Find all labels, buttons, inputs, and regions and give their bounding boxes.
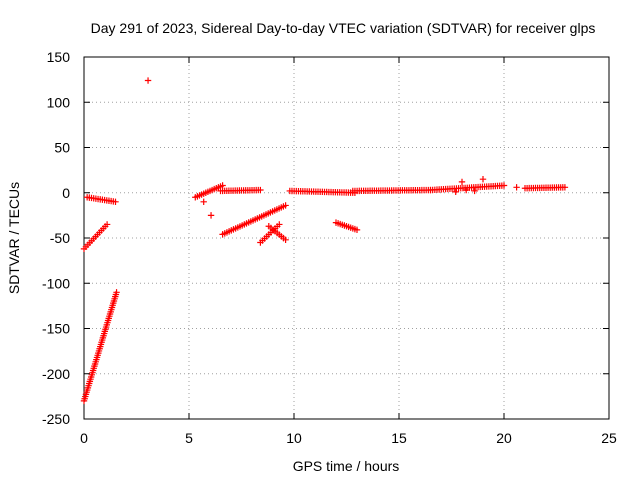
y-tick-label: -150 xyxy=(42,321,70,337)
y-tick-label: 0 xyxy=(62,185,70,201)
x-tick-label: 5 xyxy=(185,430,193,446)
y-tick-label: 150 xyxy=(47,49,71,65)
data-markers xyxy=(80,77,569,405)
y-axis-label: SDTVAR / TECUs xyxy=(6,182,22,294)
x-axis-label: GPS time / hours xyxy=(293,458,400,474)
axis-ticks xyxy=(83,56,610,420)
y-tick-label: 50 xyxy=(54,140,70,156)
x-tick-label: 20 xyxy=(496,430,512,446)
data-point xyxy=(219,182,226,189)
y-tick-label: -50 xyxy=(50,230,70,246)
data-point xyxy=(113,289,120,296)
y-tick-label: 100 xyxy=(47,94,71,110)
data-point xyxy=(471,187,478,195)
x-tick-label: 25 xyxy=(601,430,617,446)
data-point xyxy=(207,212,215,219)
y-tick-label: -200 xyxy=(42,366,70,382)
y-tick-label: -100 xyxy=(42,275,70,291)
data-point xyxy=(561,184,569,191)
data-point xyxy=(276,221,283,228)
data-point xyxy=(103,221,111,228)
y-tick-labels: -250 -200 -150 -100 -50 0 50 100 150 xyxy=(42,49,70,427)
data-point xyxy=(458,178,466,186)
plot-frame xyxy=(83,56,610,420)
data-point xyxy=(479,175,487,183)
data-point xyxy=(353,226,361,234)
chart-title: Day 291 of 2023, Sidereal Day-to-day VTE… xyxy=(91,20,596,36)
data-point xyxy=(282,236,289,244)
data-point xyxy=(112,198,119,205)
data-point xyxy=(144,77,152,84)
data-point xyxy=(513,184,520,191)
data-point xyxy=(257,186,264,194)
data-point xyxy=(200,198,207,205)
x-tick-label: 0 xyxy=(80,430,88,446)
y-tick-label: -250 xyxy=(42,411,70,427)
x-tick-label: 10 xyxy=(286,430,302,446)
data-point xyxy=(500,182,508,189)
x-tick-label: 15 xyxy=(391,430,407,446)
data-point xyxy=(463,186,470,194)
grid xyxy=(84,57,609,419)
data-point xyxy=(282,202,289,209)
data-point xyxy=(452,188,459,196)
x-tick-labels: 0 5 10 15 20 25 xyxy=(80,430,617,446)
